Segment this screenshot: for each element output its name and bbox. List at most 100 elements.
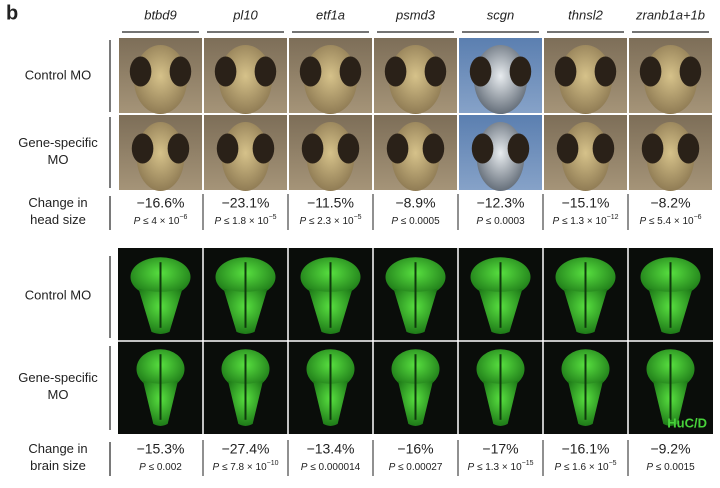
gene-header: etf1a	[316, 7, 345, 22]
p-symbol: P	[639, 216, 646, 227]
p-value: P ≤ 0.00027	[389, 462, 443, 473]
p-value: P ≤ 4 × 10−6	[134, 214, 188, 226]
row-label: head size	[30, 212, 86, 227]
p-symbol: P	[212, 462, 219, 473]
gene-header: pl10	[232, 7, 258, 22]
change-value: −15.3%	[137, 441, 185, 457]
p-exponent: −15	[522, 460, 534, 467]
p-relation: ≤ 4 × 10	[143, 216, 180, 227]
p-relation: ≤ 0.00027	[398, 462, 443, 473]
p-value: P ≤ 7.8 × 10−10	[212, 460, 278, 472]
p-relation: ≤ 1.3 × 10	[562, 216, 607, 227]
p-relation: ≤ 0.002	[149, 462, 183, 473]
eye	[469, 56, 492, 87]
p-value: P ≤ 0.002	[139, 462, 182, 473]
change-value: −9.2%	[650, 441, 690, 457]
change-value: −15.1%	[562, 195, 610, 211]
eye	[216, 133, 239, 164]
eye	[301, 133, 324, 164]
change-value: −27.4%	[222, 441, 270, 457]
p-relation: ≤ 1.3 × 10	[477, 462, 522, 473]
p-exponent: −10	[267, 460, 279, 467]
row-label: Change in	[28, 195, 87, 210]
p-relation: ≤ 0.000014	[310, 462, 360, 473]
eye	[677, 133, 700, 164]
eye	[422, 133, 445, 164]
stain-label: HuC/D	[667, 415, 707, 430]
p-value: P ≤ 0.0015	[646, 462, 695, 473]
change-value: −16.1%	[562, 441, 610, 457]
row-label: Change in	[28, 441, 87, 456]
gene-header: zranb1a+1b	[635, 7, 705, 22]
p-value: P ≤ 0.0003	[476, 216, 525, 227]
gene-header: thnsl2	[568, 7, 603, 22]
p-relation: ≤ 0.0003	[486, 216, 525, 227]
gene-header: scgn	[487, 7, 514, 22]
row-label: MO	[48, 387, 69, 402]
change-value: −8.2%	[650, 195, 690, 211]
row-label: brain size	[30, 458, 86, 473]
p-exponent: −12	[607, 214, 619, 221]
p-value: P ≤ 1.8 × 10−5	[214, 214, 276, 226]
p-value: P ≤ 2.3 × 10−5	[299, 214, 361, 226]
p-symbol: P	[467, 462, 474, 473]
p-exponent: −5	[269, 214, 277, 221]
change-value: −13.4%	[307, 441, 355, 457]
eye	[556, 133, 579, 164]
p-symbol: P	[214, 216, 221, 227]
eye	[424, 56, 447, 87]
row-label: MO	[48, 152, 69, 167]
row-label: Control MO	[25, 67, 91, 82]
p-symbol: P	[552, 216, 559, 227]
eye	[639, 56, 662, 87]
p-symbol: P	[301, 462, 308, 473]
p-relation: ≤ 7.8 × 10	[222, 462, 267, 473]
row-label: Gene-specific	[18, 370, 98, 385]
p-symbol: P	[134, 216, 141, 227]
eye	[299, 56, 322, 87]
gene-header: btbd9	[144, 7, 177, 22]
p-exponent: −5	[354, 214, 362, 221]
eye	[679, 56, 702, 87]
p-value: P ≤ 0.000014	[301, 462, 361, 473]
p-symbol: P	[389, 462, 396, 473]
change-value: −23.1%	[222, 195, 270, 211]
row-label: Control MO	[25, 287, 91, 302]
change-value: −16%	[397, 441, 433, 457]
change-value: −17%	[482, 441, 518, 457]
p-exponent: −6	[179, 214, 187, 221]
p-symbol: P	[299, 216, 306, 227]
gene-header: psmd3	[395, 7, 436, 22]
p-symbol: P	[139, 462, 146, 473]
p-symbol: P	[476, 216, 483, 227]
p-value: P ≤ 1.3 × 10−12	[552, 214, 618, 226]
p-relation: ≤ 1.8 × 10	[224, 216, 269, 227]
row-label: Gene-specific	[18, 135, 98, 150]
p-relation: ≤ 5.4 × 10	[649, 216, 694, 227]
change-value: −8.9%	[395, 195, 435, 211]
p-value: P ≤ 1.3 × 10−15	[467, 460, 533, 472]
eye	[592, 133, 615, 164]
p-relation: ≤ 2.3 × 10	[309, 216, 354, 227]
p-exponent: −6	[694, 214, 702, 221]
eye	[252, 133, 275, 164]
eye	[254, 56, 277, 87]
eye	[471, 133, 494, 164]
p-value: P ≤ 5.4 × 10−6	[639, 214, 701, 226]
p-relation: ≤ 1.6 × 10	[564, 462, 609, 473]
change-value: −16.6%	[137, 195, 185, 211]
eye	[641, 133, 664, 164]
p-value: P ≤ 1.6 × 10−5	[554, 460, 616, 472]
p-relation: ≤ 0.0005	[401, 216, 440, 227]
eye	[167, 133, 190, 164]
p-symbol: P	[646, 462, 653, 473]
panel-label: b	[6, 2, 18, 24]
p-symbol: P	[554, 462, 561, 473]
eye	[337, 133, 360, 164]
eye	[131, 133, 154, 164]
eye	[554, 56, 577, 87]
p-exponent: −5	[609, 460, 617, 467]
eye	[384, 56, 407, 87]
eye	[509, 56, 532, 87]
